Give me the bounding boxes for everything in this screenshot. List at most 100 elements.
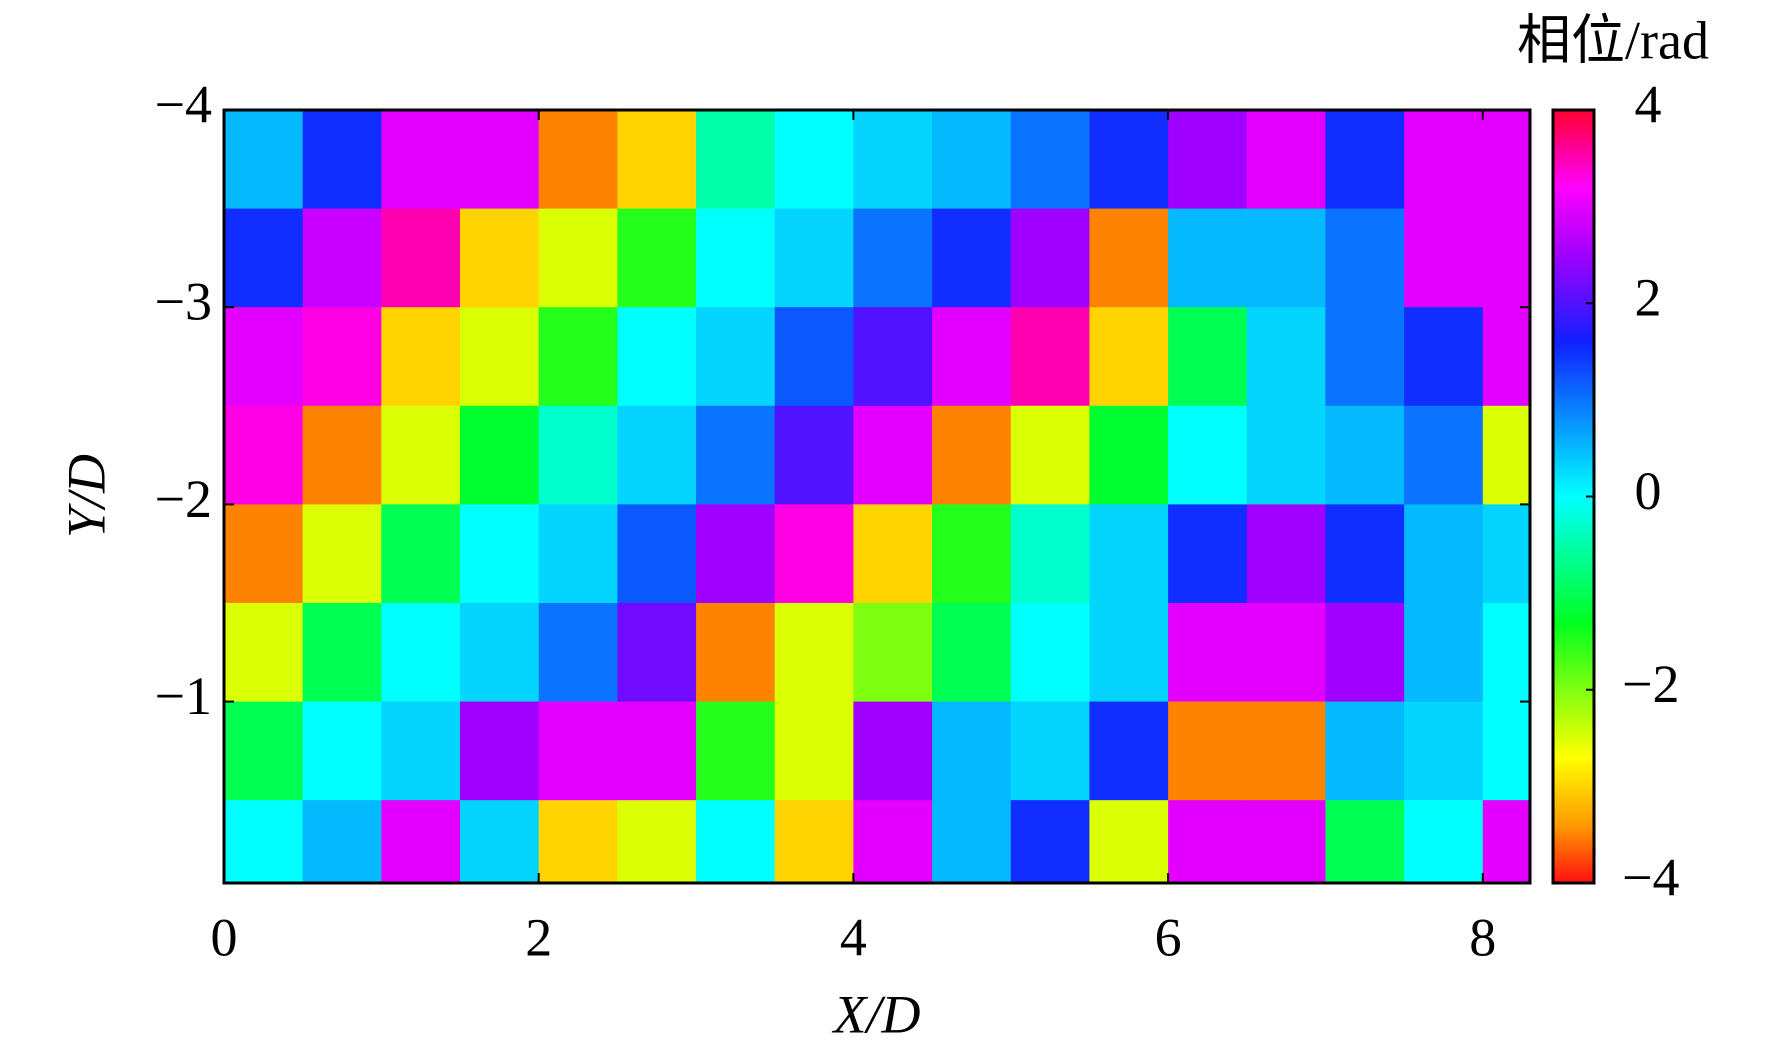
cell — [696, 504, 776, 604]
cell — [381, 504, 461, 604]
cell — [853, 701, 933, 801]
cell — [1010, 208, 1090, 308]
cell — [460, 405, 540, 505]
cell — [224, 701, 304, 801]
cell — [617, 110, 697, 210]
cell — [1404, 504, 1484, 604]
cell — [1482, 504, 1530, 604]
y-axis-label: Y/D — [56, 454, 116, 538]
cell — [932, 800, 1012, 883]
cell — [617, 208, 697, 308]
cell — [1246, 800, 1326, 883]
cell — [302, 405, 382, 505]
cell — [774, 800, 854, 883]
cell — [853, 602, 933, 703]
cell — [538, 602, 618, 703]
colorbar-tick-label: −2 — [1622, 654, 1679, 714]
cell — [1404, 701, 1484, 801]
cell — [224, 405, 304, 505]
cell — [1089, 602, 1169, 703]
cell — [1482, 405, 1530, 505]
colorbar-tick-label: 4 — [1635, 74, 1662, 134]
cell — [1246, 405, 1326, 505]
cell — [774, 110, 854, 210]
cell — [538, 701, 618, 801]
cell — [853, 208, 933, 308]
cell — [696, 800, 776, 883]
x-tick-label: 2 — [525, 907, 552, 967]
colorbar-tick-label: 2 — [1635, 268, 1662, 328]
cell — [1089, 504, 1169, 604]
cell — [1246, 504, 1326, 604]
cell — [302, 504, 382, 604]
y-tick-label: −4 — [155, 74, 212, 134]
cell — [617, 504, 697, 604]
cell — [538, 208, 618, 308]
cell — [1168, 110, 1248, 210]
cell — [1482, 602, 1530, 703]
cell — [1089, 800, 1169, 883]
colorbar-title: 相位/rad — [1517, 10, 1709, 70]
cell — [381, 110, 461, 210]
cell — [1325, 701, 1405, 801]
cell — [302, 602, 382, 703]
cell — [302, 110, 382, 210]
cell — [774, 405, 854, 505]
cell — [460, 504, 540, 604]
cell — [932, 208, 1012, 308]
cell — [224, 307, 304, 407]
cell — [1482, 307, 1530, 407]
cell — [1168, 602, 1248, 703]
overlay: 0 2 4 6 8 −4 −3 −2 −1 −4 −2 0 2 4 — [155, 74, 1680, 967]
cell — [774, 307, 854, 407]
cell — [932, 701, 1012, 801]
cell — [853, 405, 933, 505]
cell — [1404, 405, 1484, 505]
cell — [538, 405, 618, 505]
cell — [1168, 800, 1248, 883]
cell — [1404, 110, 1484, 210]
cell — [224, 208, 304, 308]
cell — [1010, 307, 1090, 407]
cell — [1010, 405, 1090, 505]
cell — [696, 405, 776, 505]
cell — [696, 701, 776, 801]
cell — [1089, 405, 1169, 505]
cell — [853, 307, 933, 407]
cell — [381, 208, 461, 308]
cell — [853, 800, 933, 883]
cell — [1404, 307, 1484, 407]
cell — [1482, 110, 1530, 210]
x-tick-label: 4 — [840, 907, 867, 967]
cell — [1089, 208, 1169, 308]
cell — [932, 307, 1012, 407]
y-tick-label: −3 — [155, 272, 212, 332]
cell — [1246, 110, 1326, 210]
y-tick-label: −1 — [155, 666, 212, 726]
cell — [1010, 701, 1090, 801]
cell — [381, 307, 461, 407]
cell — [1089, 701, 1169, 801]
cell — [302, 307, 382, 407]
x-tick-label: 6 — [1155, 907, 1182, 967]
cell — [460, 602, 540, 703]
cell — [302, 208, 382, 308]
cell — [696, 208, 776, 308]
cell — [617, 405, 697, 505]
cell — [460, 208, 540, 308]
cell — [774, 504, 854, 604]
cell — [1168, 504, 1248, 604]
cell — [1325, 405, 1405, 505]
cell — [774, 208, 854, 308]
x-tick-label: 0 — [211, 907, 238, 967]
cell — [302, 800, 382, 883]
y-tick-label: −2 — [155, 469, 212, 529]
field — [224, 110, 1530, 883]
cell — [617, 701, 697, 801]
cell — [381, 602, 461, 703]
cell — [1404, 800, 1484, 883]
cell — [224, 504, 304, 604]
cell — [696, 602, 776, 703]
cell — [1325, 800, 1405, 883]
